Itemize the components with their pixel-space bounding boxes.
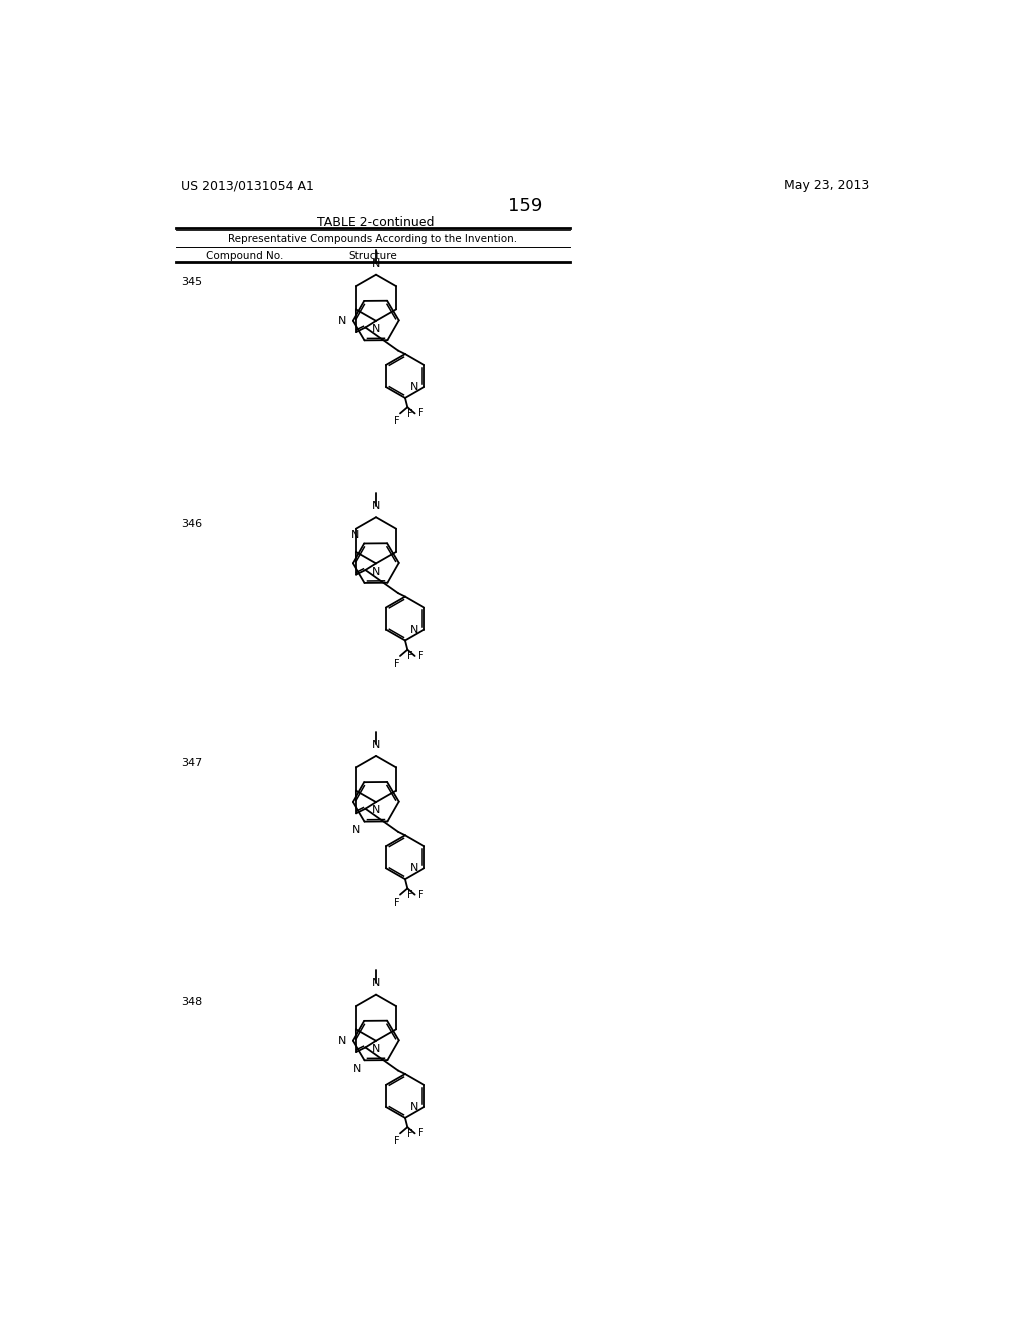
Text: 345: 345 [180,277,202,286]
Text: F: F [418,890,423,900]
Text: N: N [338,315,347,326]
Text: F: F [394,417,399,426]
Text: US 2013/0131054 A1: US 2013/0131054 A1 [180,180,313,193]
Text: F: F [394,659,399,669]
Text: TABLE 2-continued: TABLE 2-continued [317,215,435,228]
Text: F: F [418,408,423,418]
Text: N: N [372,1044,380,1053]
Text: F: F [408,1129,413,1139]
Text: 159: 159 [508,197,542,215]
Text: 347: 347 [180,758,202,768]
Text: F: F [394,898,399,908]
Text: F: F [408,890,413,900]
Text: N: N [411,624,419,635]
Text: N: N [351,531,359,540]
Text: N: N [372,805,380,816]
Text: N: N [372,259,380,268]
Text: N: N [351,825,359,834]
Text: N: N [372,323,380,334]
Text: N: N [372,978,380,989]
Text: N: N [411,863,419,874]
Text: N: N [372,566,380,577]
Text: N: N [372,502,380,511]
Text: F: F [418,651,423,661]
Text: Compound No.: Compound No. [206,251,283,261]
Text: 346: 346 [180,519,202,529]
Text: N: N [372,739,380,750]
Text: Representative Compounds According to the Invention.: Representative Compounds According to th… [228,234,517,244]
Text: Structure: Structure [348,251,397,261]
Text: N: N [353,1064,361,1074]
Text: F: F [408,409,413,418]
Text: 348: 348 [180,997,202,1007]
Text: N: N [411,381,419,392]
Text: F: F [418,1129,423,1138]
Text: N: N [338,1036,347,1045]
Text: F: F [408,651,413,661]
Text: N: N [411,1102,419,1111]
Text: F: F [394,1137,399,1147]
Text: May 23, 2013: May 23, 2013 [783,180,869,193]
